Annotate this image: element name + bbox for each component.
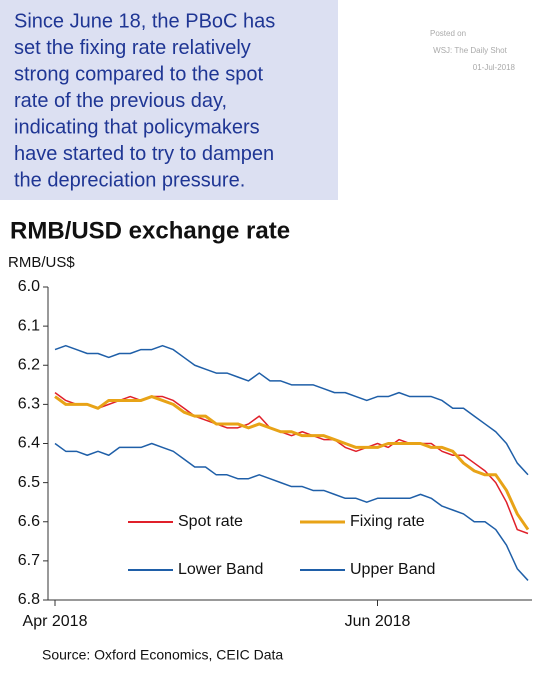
annotation-line: strong compared to the spot	[14, 63, 263, 85]
y-axis-label: RMB/US$	[8, 254, 75, 271]
y-tick-label: 6.2	[18, 356, 40, 373]
annotation-line: have started to try to dampen	[14, 143, 274, 165]
posted-note: 01-Jul-2018	[473, 63, 516, 72]
y-tick-label: 6.0	[18, 278, 40, 295]
posted-note: Posted on	[430, 29, 466, 38]
y-tick-label: 6.8	[18, 591, 40, 608]
x-tick-label: Apr 2018	[23, 613, 88, 630]
posted-note: WSJ: The Daily Shot	[433, 46, 507, 55]
y-tick-label: 6.3	[18, 396, 40, 413]
y-tick-label: 6.4	[18, 435, 40, 452]
legend-label: Lower Band	[178, 561, 263, 578]
source: Source: Oxford Economics, CEIC Data	[42, 647, 283, 663]
annotation-line: set the fixing rate relatively	[14, 37, 251, 59]
y-tick-label: 6.6	[18, 513, 40, 530]
y-tick-label: 6.7	[18, 552, 40, 569]
chart-title: RMB/USD exchange rate	[10, 217, 290, 244]
x-tick-label: Jun 2018	[345, 613, 411, 630]
y-tick-label: 6.1	[18, 317, 40, 334]
annotation-line: rate of the previous day,	[14, 90, 227, 112]
legend-label: Spot rate	[178, 513, 243, 530]
annotation-line: indicating that policymakers	[14, 116, 260, 138]
annotation-box	[0, 0, 338, 200]
series-line	[54, 392, 529, 535]
annotation-line: the depreciation pressure.	[14, 169, 245, 191]
legend-label: Upper Band	[350, 561, 435, 578]
annotation-line: Since June 18, the PBoC has	[14, 10, 275, 32]
series-line	[54, 395, 530, 531]
series-line	[54, 442, 529, 581]
y-tick-label: 6.5	[18, 474, 40, 491]
series-line	[54, 344, 529, 476]
legend-label: Fixing rate	[350, 513, 425, 530]
